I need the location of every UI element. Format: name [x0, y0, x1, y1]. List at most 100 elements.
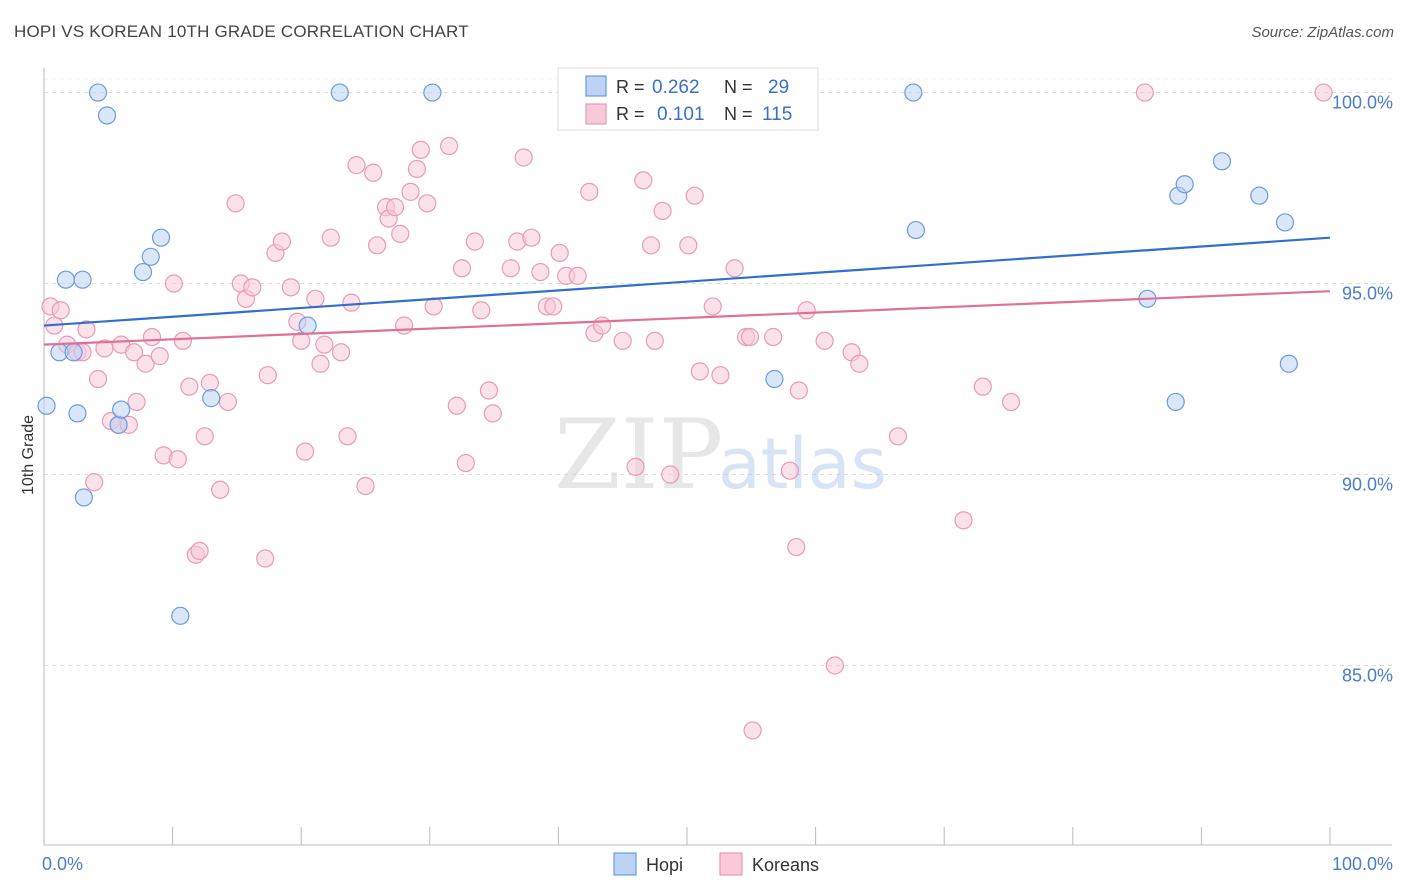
data-point-koreans	[679, 236, 698, 255]
data-point-hopi	[1250, 186, 1269, 205]
legend-r-value-koreans: 0.101	[657, 104, 705, 125]
y-tick-label: 95.0%	[1342, 284, 1393, 304]
data-point-koreans	[725, 259, 744, 278]
data-point-koreans	[321, 228, 340, 247]
data-point-koreans	[764, 327, 783, 347]
data-point-koreans	[452, 259, 472, 278]
data-point-koreans	[439, 136, 459, 156]
data-point-koreans	[256, 549, 275, 568]
data-point-koreans	[1135, 83, 1154, 102]
data-point-koreans	[531, 262, 550, 282]
data-point-koreans	[661, 465, 680, 484]
data-point-koreans	[514, 148, 533, 167]
data-point-hopi	[133, 262, 153, 282]
data-point-koreans	[465, 232, 484, 251]
data-point-koreans	[690, 362, 709, 381]
data-point-koreans	[281, 278, 301, 297]
data-point-koreans	[580, 182, 599, 201]
bottom-legend: Hopi Koreans	[613, 852, 819, 876]
data-point-hopi	[141, 247, 160, 266]
data-point-hopi	[171, 606, 190, 625]
data-point-koreans	[825, 656, 844, 675]
legend-swatch-hopi	[585, 75, 607, 97]
data-point-hopi	[330, 83, 349, 102]
x-tick-labels: 0.0% 100.0%	[42, 854, 1393, 874]
data-point-koreans	[787, 537, 806, 557]
bottom-legend-label-koreans: Koreans	[752, 855, 819, 875]
data-point-koreans	[568, 266, 587, 285]
data-point-koreans	[150, 347, 169, 366]
data-point-koreans	[226, 194, 245, 213]
data-point-koreans	[173, 331, 192, 350]
legend-r-value-hopi: 0.262	[652, 77, 700, 98]
data-point-koreans	[789, 381, 808, 400]
data-point-koreans	[356, 476, 375, 496]
data-point-hopi	[1175, 175, 1194, 194]
axes	[43, 68, 1392, 846]
data-point-koreans	[743, 721, 762, 740]
x-tick-label-max: 100.0%	[1332, 854, 1393, 874]
y-tick-label: 85.0%	[1342, 665, 1393, 685]
data-point-hopi	[112, 400, 131, 419]
data-point-koreans	[211, 480, 230, 499]
data-point-koreans	[190, 541, 209, 560]
data-point-koreans	[593, 316, 612, 335]
data-point-koreans	[142, 327, 162, 347]
data-point-koreans	[483, 404, 502, 423]
bottom-legend-swatch-hopi	[613, 852, 637, 876]
trend-lines	[43, 236, 1331, 346]
data-point-koreans	[168, 450, 187, 469]
watermark-atlas: atlas	[718, 423, 887, 505]
data-point-hopi	[1212, 152, 1232, 171]
trend-line-hopi	[43, 236, 1331, 327]
legend-r-label-hopi: R =	[616, 77, 645, 97]
data-point-koreans	[292, 331, 311, 350]
data-point-koreans	[456, 453, 475, 473]
data-point-koreans	[258, 366, 277, 385]
data-point-hopi	[109, 415, 128, 434]
data-point-hopi	[906, 220, 926, 240]
legend-n-value-koreans: 115	[762, 104, 792, 125]
y-tick-label: 100.0%	[1332, 93, 1393, 113]
data-point-koreans	[685, 186, 704, 205]
data-point-hopi	[73, 270, 92, 289]
data-point-koreans	[501, 259, 520, 278]
data-point-koreans	[550, 243, 569, 263]
legend-n-value-hopi: 29	[768, 77, 789, 98]
chart-title: HOPI VS KOREAN 10TH GRADE CORRELATION CH…	[14, 22, 469, 41]
data-point-koreans	[447, 396, 466, 415]
data-point-koreans	[626, 457, 645, 476]
bottom-legend-swatch-koreans	[719, 852, 743, 876]
data-point-koreans	[364, 163, 383, 182]
data-points	[37, 83, 1333, 740]
data-point-koreans	[394, 316, 414, 335]
data-point-koreans	[815, 331, 834, 350]
data-point-koreans	[195, 427, 214, 446]
data-point-koreans	[88, 369, 108, 389]
data-point-koreans	[613, 331, 632, 350]
data-point-hopi	[765, 369, 784, 389]
data-point-koreans	[218, 392, 237, 412]
data-point-koreans	[1001, 392, 1021, 412]
data-point-koreans	[411, 140, 430, 159]
data-point-koreans	[342, 293, 361, 312]
data-point-koreans	[164, 274, 183, 293]
data-point-koreans	[645, 331, 664, 350]
data-point-koreans	[1314, 83, 1333, 102]
legend-r-label-koreans: R =	[616, 104, 645, 124]
data-point-hopi	[68, 404, 87, 423]
data-point-koreans	[136, 354, 155, 373]
y-axis-label: 10th Grade	[20, 415, 37, 495]
data-point-koreans	[544, 297, 563, 316]
data-point-hopi	[423, 83, 442, 102]
data-point-hopi	[904, 83, 923, 102]
watermark-zip: ZIP	[554, 399, 723, 511]
data-point-koreans	[338, 427, 357, 446]
y-tick-labels: 85.0% 90.0% 95.0% 100.0%	[1332, 93, 1393, 686]
data-point-hopi	[151, 228, 171, 247]
data-point-koreans	[407, 159, 427, 179]
data-point-koreans	[127, 392, 146, 412]
data-point-hopi	[88, 83, 108, 102]
legend-n-label-koreans: N =	[724, 104, 753, 124]
data-point-koreans	[479, 381, 499, 400]
